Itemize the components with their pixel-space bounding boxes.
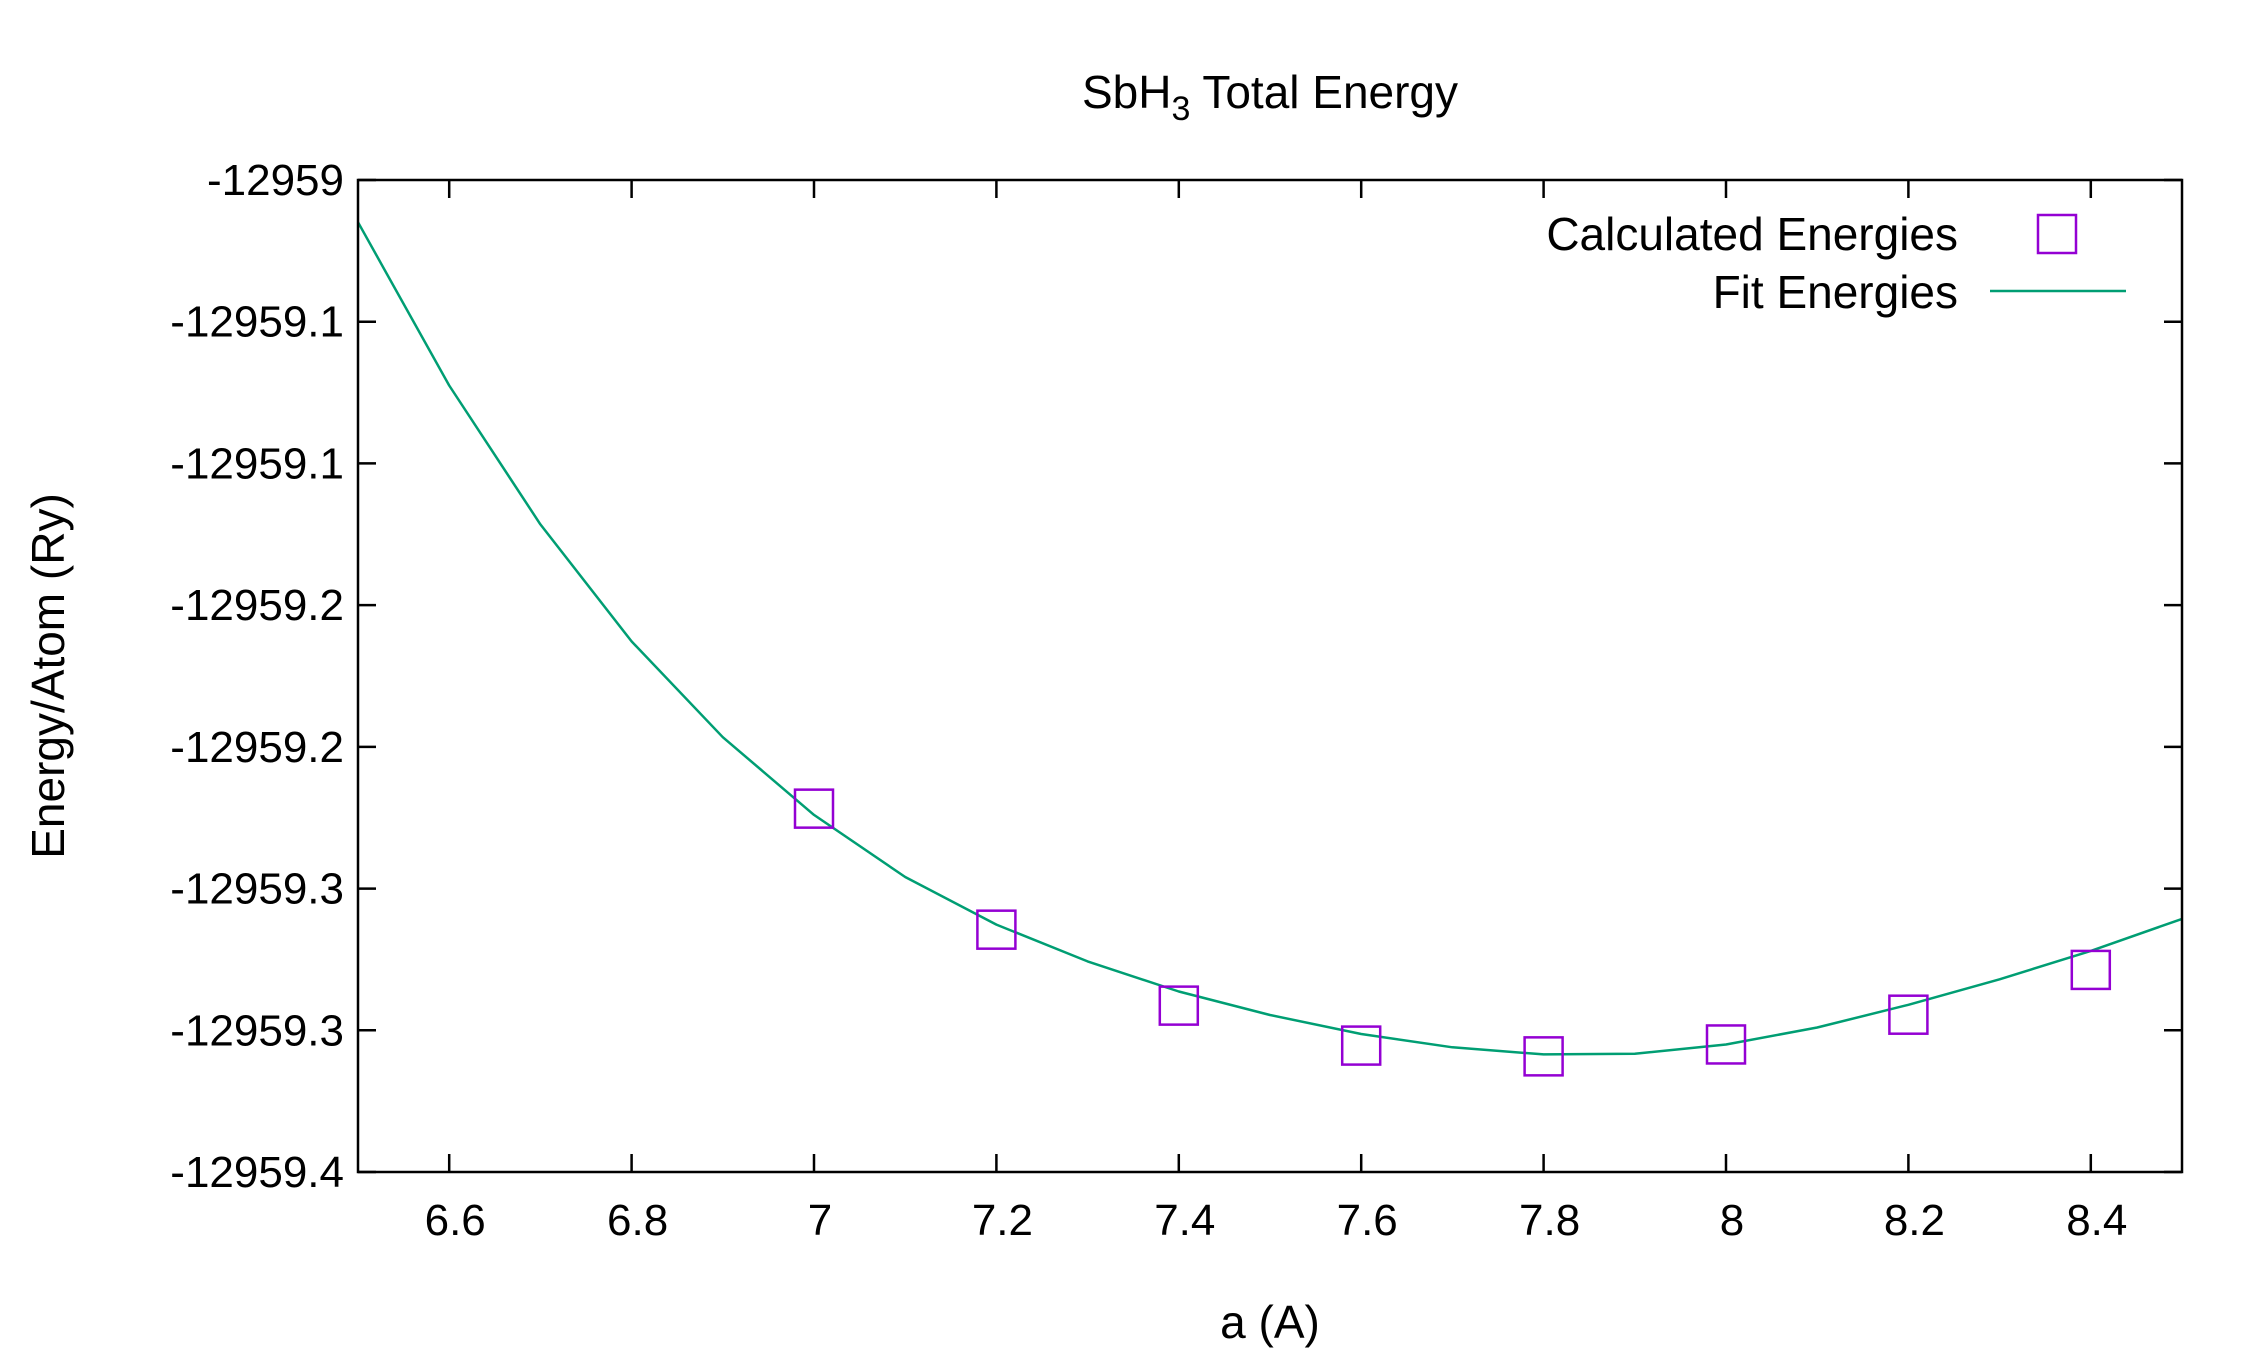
x-tick-label: 6.8 <box>607 1196 668 1245</box>
fit-energies-line <box>356 221 2183 1056</box>
x-tick-label: 7.6 <box>1337 1196 1398 1245</box>
y-axis-ticks: -12959 -12959.1 -12959.1 -12959.2 -12959.2 -1… <box>170 156 2182 1197</box>
x-tick-label: 7.2 <box>972 1196 1033 1245</box>
y-tick-label: -12959.3 <box>170 865 344 914</box>
calculated-energy-point <box>976 909 1017 950</box>
chart-title-main: SbH <box>1082 66 1171 118</box>
calculated-energy-point <box>1888 994 1929 1035</box>
y-tick-label: -12959.1 <box>170 298 344 347</box>
calculated-energy-point <box>1158 985 1200 1026</box>
x-tick-label: 7 <box>808 1196 832 1245</box>
chart-title: SbH3 Total Energy <box>1082 66 1458 128</box>
legend: Calculated Energies Fit Energies <box>1546 208 2126 318</box>
y-axis-label: Energy/Atom (Ry) <box>22 493 74 859</box>
x-tick-label: 7.4 <box>1154 1196 1215 1245</box>
x-tick-label: 8.4 <box>2066 1196 2127 1245</box>
x-axis-ticks: 6.6 6.8 7 7.2 7.4 7.6 7.8 8 8.2 8.4 <box>425 180 2127 1245</box>
calculated-energy-point <box>793 788 835 829</box>
y-tick-label: -12959.4 <box>170 1148 344 1197</box>
calculated-energy-point <box>1340 1025 1382 1066</box>
y-tick-label: -12959.3 <box>170 1006 344 1055</box>
x-tick-label: 6.6 <box>425 1196 486 1245</box>
chart-title-rest: Total Energy <box>1190 66 1458 118</box>
x-tick-label: 7.8 <box>1519 1196 1580 1245</box>
calculated-energy-point <box>1705 1024 1747 1065</box>
x-tick-label: 8 <box>1720 1196 1744 1245</box>
y-tick-label: -12959.2 <box>170 581 344 630</box>
x-tick-label: 8.2 <box>1884 1196 1945 1245</box>
calculated-energy-point <box>1523 1036 1564 1077</box>
legend-label-fit: Fit Energies <box>1713 266 1958 318</box>
legend-marker-calculated <box>2036 213 2078 255</box>
plot-frame <box>356 178 2184 1174</box>
plot-content <box>356 221 2183 1077</box>
legend-label-calculated: Calculated Energies <box>1546 208 1958 260</box>
y-tick-label: -12959.1 <box>170 439 344 488</box>
x-axis-label: a (A) <box>1220 1296 1320 1348</box>
y-tick-label: -12959 <box>207 156 344 205</box>
y-tick-label: -12959.2 <box>170 723 344 772</box>
calculated-energy-point <box>2070 949 2112 991</box>
chart-title-subscript: 3 <box>1171 90 1190 128</box>
